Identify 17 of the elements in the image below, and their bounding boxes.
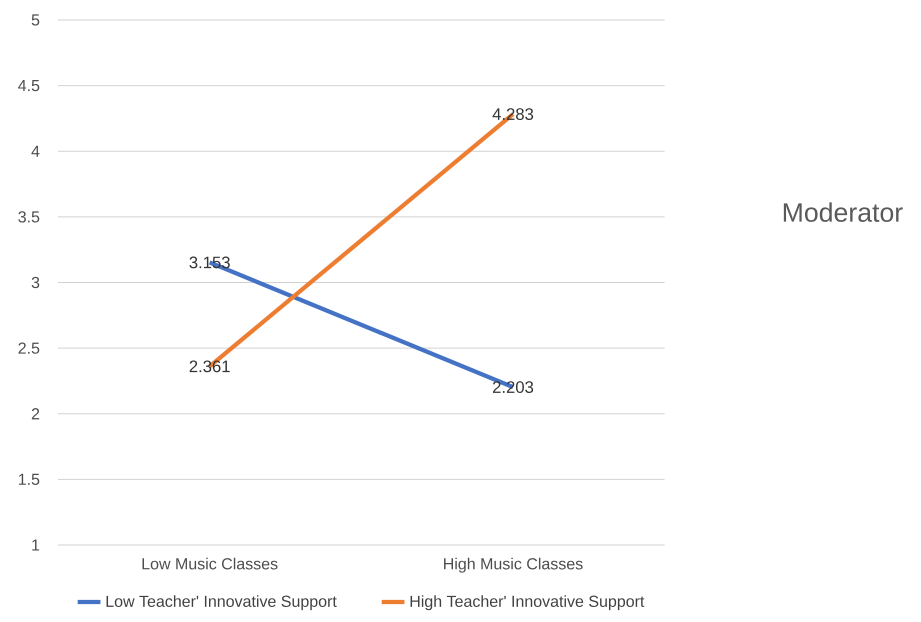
- legend-label: Low Teacher' Innovative Support: [106, 595, 337, 610]
- y-tick-label: 2.5: [18, 342, 40, 354]
- y-tick-label: 4.5: [18, 80, 40, 92]
- data-label: 2.203: [492, 381, 534, 394]
- data-label: 4.283: [492, 108, 534, 120]
- y-tick-label: 2: [32, 408, 40, 420]
- y-tick-label: 1: [32, 540, 40, 551]
- x-tick-label: Low Music Classes: [142, 558, 278, 570]
- data-label: 2.361: [190, 360, 230, 372]
- y-tick-label: 5: [32, 14, 40, 26]
- y-tick-label: 3: [32, 276, 40, 288]
- text: Moderator: [784, 202, 903, 222]
- y-tick-label: 1.5: [18, 474, 40, 485]
- y-tick-label: 4: [31, 146, 40, 157]
- x-tick-label: High Music Classes: [444, 558, 583, 573]
- legend-label: High Teacher' Innovative Support: [410, 595, 644, 610]
- y-tick-label: 3.5: [18, 211, 40, 223]
